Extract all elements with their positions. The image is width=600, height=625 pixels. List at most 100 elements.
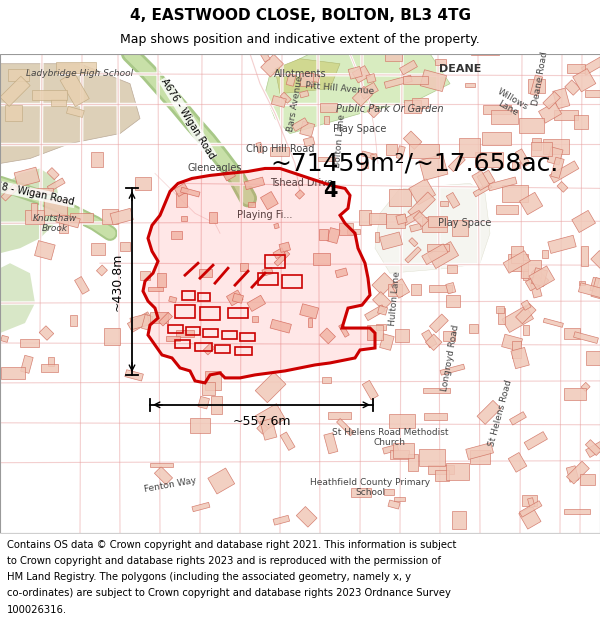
FancyBboxPatch shape (591, 278, 600, 302)
FancyBboxPatch shape (130, 314, 150, 329)
FancyBboxPatch shape (482, 106, 511, 114)
FancyBboxPatch shape (446, 296, 460, 307)
FancyBboxPatch shape (1, 336, 8, 342)
FancyBboxPatch shape (581, 246, 588, 266)
FancyBboxPatch shape (409, 179, 436, 205)
FancyBboxPatch shape (408, 192, 436, 219)
FancyBboxPatch shape (428, 216, 447, 227)
FancyBboxPatch shape (271, 96, 286, 108)
FancyBboxPatch shape (35, 241, 55, 260)
FancyBboxPatch shape (300, 304, 319, 319)
FancyBboxPatch shape (466, 82, 475, 87)
Text: Fenton Way: Fenton Way (143, 476, 197, 494)
FancyBboxPatch shape (511, 246, 523, 263)
FancyBboxPatch shape (223, 169, 235, 181)
FancyBboxPatch shape (508, 452, 527, 472)
Polygon shape (0, 64, 140, 164)
FancyBboxPatch shape (543, 318, 563, 328)
FancyBboxPatch shape (110, 208, 133, 225)
FancyBboxPatch shape (590, 278, 599, 292)
FancyBboxPatch shape (292, 118, 308, 131)
FancyBboxPatch shape (369, 213, 386, 224)
FancyBboxPatch shape (258, 48, 270, 62)
FancyBboxPatch shape (472, 38, 499, 55)
Polygon shape (265, 54, 450, 134)
FancyBboxPatch shape (531, 268, 549, 286)
FancyBboxPatch shape (127, 312, 153, 332)
FancyBboxPatch shape (440, 364, 465, 375)
FancyBboxPatch shape (261, 54, 284, 77)
FancyBboxPatch shape (396, 214, 407, 224)
FancyBboxPatch shape (140, 271, 150, 280)
FancyBboxPatch shape (252, 316, 257, 322)
FancyBboxPatch shape (31, 202, 37, 220)
FancyBboxPatch shape (542, 139, 569, 154)
FancyBboxPatch shape (520, 192, 543, 215)
FancyBboxPatch shape (154, 466, 173, 484)
FancyBboxPatch shape (542, 251, 548, 258)
FancyBboxPatch shape (208, 468, 235, 494)
FancyBboxPatch shape (386, 214, 404, 228)
FancyBboxPatch shape (176, 193, 187, 207)
FancyBboxPatch shape (419, 449, 445, 466)
FancyBboxPatch shape (448, 155, 465, 172)
FancyBboxPatch shape (391, 279, 410, 298)
FancyBboxPatch shape (274, 223, 279, 229)
FancyBboxPatch shape (362, 381, 379, 400)
FancyBboxPatch shape (318, 157, 335, 161)
FancyBboxPatch shape (515, 149, 530, 167)
FancyBboxPatch shape (367, 325, 383, 340)
FancyBboxPatch shape (508, 254, 528, 271)
FancyBboxPatch shape (59, 216, 68, 233)
FancyBboxPatch shape (232, 293, 244, 303)
FancyBboxPatch shape (104, 328, 119, 345)
FancyBboxPatch shape (496, 306, 505, 312)
FancyBboxPatch shape (420, 70, 446, 92)
FancyBboxPatch shape (365, 305, 385, 321)
Text: Deane Road: Deane Road (531, 51, 549, 106)
FancyBboxPatch shape (400, 60, 418, 75)
FancyBboxPatch shape (564, 509, 590, 514)
FancyBboxPatch shape (388, 284, 402, 296)
Text: Bolton Lane: Bolton Lane (333, 113, 347, 168)
FancyBboxPatch shape (404, 100, 421, 113)
FancyBboxPatch shape (389, 450, 409, 459)
FancyBboxPatch shape (422, 330, 437, 348)
Text: Longroyd Road: Longroyd Road (440, 324, 460, 392)
FancyBboxPatch shape (435, 59, 446, 65)
FancyBboxPatch shape (477, 401, 501, 424)
FancyBboxPatch shape (580, 474, 595, 485)
Text: HM Land Registry. The polygons (including the associated geometry, namely x, y: HM Land Registry. The polygons (includin… (7, 572, 411, 582)
Text: ~430.8m: ~430.8m (111, 253, 124, 311)
FancyBboxPatch shape (56, 62, 97, 74)
FancyBboxPatch shape (304, 72, 320, 82)
Polygon shape (375, 183, 490, 273)
FancyBboxPatch shape (166, 336, 180, 341)
FancyBboxPatch shape (425, 334, 442, 351)
FancyBboxPatch shape (169, 296, 177, 303)
Text: Public Park Or Garden: Public Park Or Garden (336, 104, 444, 114)
FancyBboxPatch shape (47, 357, 54, 366)
Text: Play Space: Play Space (334, 124, 386, 134)
FancyBboxPatch shape (198, 396, 209, 409)
FancyBboxPatch shape (477, 170, 495, 187)
FancyBboxPatch shape (304, 137, 315, 147)
FancyBboxPatch shape (523, 269, 528, 280)
FancyBboxPatch shape (262, 268, 273, 276)
FancyBboxPatch shape (260, 419, 277, 440)
FancyBboxPatch shape (446, 282, 456, 294)
FancyBboxPatch shape (410, 223, 422, 232)
FancyBboxPatch shape (403, 76, 428, 84)
FancyBboxPatch shape (313, 253, 330, 266)
FancyBboxPatch shape (452, 220, 467, 236)
FancyBboxPatch shape (41, 364, 58, 372)
FancyBboxPatch shape (359, 82, 379, 99)
FancyBboxPatch shape (394, 497, 405, 501)
FancyBboxPatch shape (60, 72, 89, 107)
Polygon shape (0, 169, 60, 253)
FancyBboxPatch shape (44, 199, 67, 215)
FancyBboxPatch shape (0, 76, 30, 106)
FancyBboxPatch shape (383, 489, 394, 496)
FancyBboxPatch shape (403, 131, 422, 149)
FancyBboxPatch shape (543, 91, 560, 109)
